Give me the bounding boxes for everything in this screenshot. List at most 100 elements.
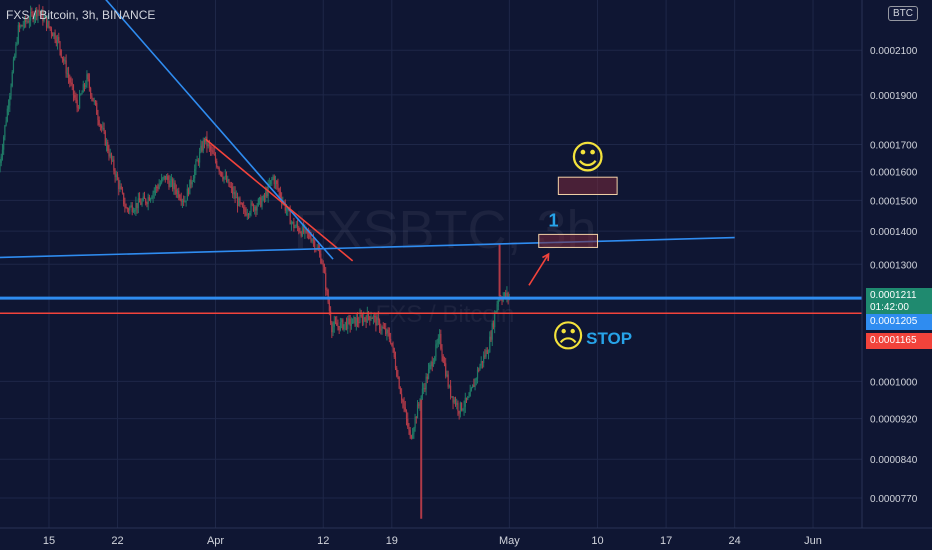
candle-body	[240, 202, 242, 204]
time-tick-label: May	[499, 535, 520, 547]
candle-body	[334, 321, 337, 323]
currency-button[interactable]: BTC	[888, 6, 918, 21]
candle-body	[263, 195, 266, 198]
candle-body	[119, 186, 121, 190]
candle-body	[361, 316, 364, 323]
sad-face-icon: ☹	[551, 317, 584, 355]
candle-body	[232, 187, 234, 195]
candle-body	[402, 399, 404, 403]
candle-body	[81, 92, 83, 95]
candle-body	[161, 178, 163, 184]
candle-body	[42, 10, 44, 21]
arrow-head	[542, 252, 550, 262]
candle-body	[243, 206, 245, 209]
candle-body	[506, 292, 508, 297]
candle-body	[453, 399, 455, 403]
candle-body	[1, 149, 4, 157]
candle-body	[222, 176, 224, 180]
candle-body	[66, 73, 68, 75]
candle-body	[454, 399, 457, 405]
candle-body	[178, 190, 180, 198]
candle-body	[43, 17, 45, 21]
countdown-timer: 01:42:00	[870, 301, 909, 313]
candle-body	[256, 205, 258, 211]
candle-body	[173, 182, 175, 189]
candle-body	[353, 317, 355, 319]
candle-body	[468, 396, 470, 398]
candle-body	[179, 197, 181, 200]
candle-body	[456, 402, 458, 405]
candle-body	[363, 317, 365, 323]
candle-body	[487, 352, 490, 354]
candle-body	[345, 321, 348, 329]
candle-body	[393, 348, 395, 358]
candle-body	[328, 302, 330, 312]
candle-body	[223, 177, 225, 180]
candle-body	[360, 314, 362, 317]
candle-body	[54, 32, 56, 41]
candle-body	[349, 318, 351, 326]
candle-body	[392, 345, 394, 349]
candle-body	[312, 239, 315, 241]
price-tick-label: 0.0000840	[870, 455, 918, 466]
candle-body	[342, 319, 344, 330]
candle-body	[137, 198, 139, 209]
candle-body	[143, 196, 146, 199]
candle-body	[344, 321, 346, 325]
candle-body	[129, 206, 131, 211]
candle-body	[380, 329, 382, 331]
candle-body	[37, 10, 39, 17]
candle-body	[30, 11, 32, 21]
candle-body	[50, 28, 53, 34]
target-box-1	[538, 233, 599, 248]
candle-body	[210, 146, 212, 151]
candle-body	[470, 388, 473, 391]
candle-body	[224, 175, 226, 178]
candle-body	[92, 97, 94, 102]
candle-body	[145, 198, 147, 204]
time-tick-label: 10	[591, 535, 603, 547]
candle-body	[358, 322, 360, 324]
candle-body	[175, 189, 177, 194]
time-tick-label: 24	[729, 535, 741, 547]
candle-body	[130, 205, 132, 207]
candle-body	[38, 10, 40, 12]
time-tick-label: 17	[660, 535, 672, 547]
candle-body	[102, 127, 104, 129]
candle-body	[366, 312, 368, 323]
candle-body	[94, 100, 97, 104]
candle-body	[174, 182, 176, 190]
candle-body	[277, 184, 279, 190]
candle-body	[401, 393, 403, 400]
candle-body	[372, 316, 375, 319]
candle-body	[447, 374, 449, 387]
candle-body	[260, 197, 262, 207]
candle-body	[7, 105, 10, 109]
candle-body	[473, 384, 475, 387]
candle-body	[140, 202, 142, 205]
candle-body	[235, 196, 237, 199]
price-tick-label: 0.0000920	[870, 415, 918, 426]
stop-label: STOP	[586, 329, 632, 348]
candle-body	[168, 180, 170, 187]
candle-body	[486, 350, 488, 354]
candle-body	[364, 317, 366, 320]
candle-body	[234, 192, 236, 199]
candle-body	[127, 209, 130, 211]
candle-body	[159, 183, 162, 185]
candle-body	[184, 201, 186, 203]
candle-body	[142, 196, 144, 201]
time-tick-label: 19	[386, 535, 398, 547]
candle-body	[247, 214, 250, 216]
candle-body	[150, 198, 152, 201]
candle-body	[110, 153, 113, 160]
candle-body	[332, 326, 334, 333]
candle-body	[420, 395, 422, 404]
candle-body	[265, 191, 267, 198]
candle-body	[112, 159, 114, 161]
candle-body	[228, 179, 230, 187]
candle-body	[374, 316, 376, 318]
candle-body	[404, 407, 406, 411]
candle-body	[249, 212, 251, 216]
